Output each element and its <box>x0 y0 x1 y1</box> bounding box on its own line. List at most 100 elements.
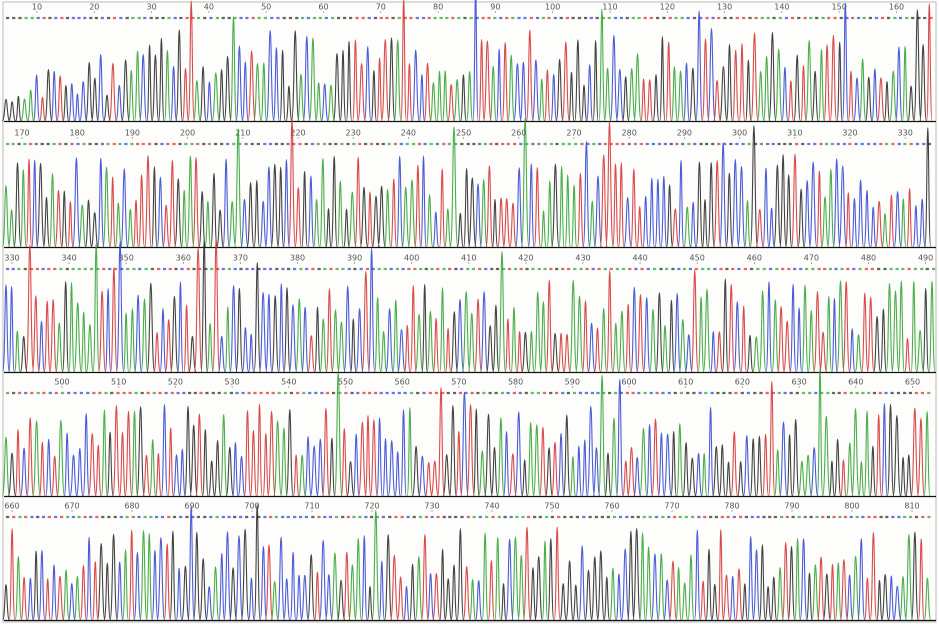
trace-peaks <box>19 240 930 373</box>
position-label: 780 <box>724 502 739 511</box>
position-label: 460 <box>747 254 762 263</box>
position-label: 800 <box>844 502 859 511</box>
trace-peaks <box>13 242 936 373</box>
trace-peaks <box>14 509 932 621</box>
position-label: 40 <box>204 3 214 12</box>
position-label: 330 <box>898 129 913 138</box>
trace-peaks <box>8 526 925 621</box>
trace-row: 500 510 520 530 540 550 560 570 580 590 600 610 620 6… <box>1 367 936 498</box>
position-label: 360 <box>176 254 191 263</box>
position-label: 660 <box>4 502 19 511</box>
position-label: 90 <box>490 3 500 12</box>
position-label: 620 <box>735 378 750 387</box>
trace-peaks <box>13 125 932 248</box>
position-label: 120 <box>660 3 675 12</box>
trace-row: 170 180 190 200 210 220 230 240 250 260 270 280 290 3… <box>1 117 936 249</box>
position-label: 700 <box>244 502 259 511</box>
trace-peaks <box>19 378 888 497</box>
position-label: 150 <box>832 3 847 12</box>
position-label: 60 <box>318 3 328 12</box>
trace-peaks <box>1 367 931 497</box>
position-label: 600 <box>621 378 636 387</box>
position-label: 500 <box>54 378 69 387</box>
trace-peaks <box>38 0 933 122</box>
position-label: 280 <box>622 129 637 138</box>
position-label: 230 <box>346 129 361 138</box>
position-label: 30 <box>147 3 157 12</box>
position-label: 160 <box>889 3 904 12</box>
position-label: 70 <box>376 3 386 12</box>
position-label: 220 <box>290 129 305 138</box>
position-label: 730 <box>424 502 439 511</box>
position-label: 290 <box>677 129 692 138</box>
position-label: 320 <box>842 129 857 138</box>
position-label: 380 <box>290 254 305 263</box>
trace-peaks <box>14 380 925 497</box>
position-label: 530 <box>224 378 239 387</box>
position-label: 510 <box>111 378 126 387</box>
position-label: 760 <box>604 502 619 511</box>
position-label: 100 <box>545 3 560 12</box>
trace-peaks <box>2 503 919 621</box>
trace-peaks <box>26 505 902 621</box>
position-label: 810 <box>904 502 919 511</box>
position-label: 20 <box>89 3 99 12</box>
trace-peaks <box>1 117 907 248</box>
position-label: 250 <box>456 129 471 138</box>
position-label: 190 <box>125 129 140 138</box>
position-label: 420 <box>518 254 533 263</box>
position-label: 260 <box>511 129 526 138</box>
position-label: 270 <box>566 129 581 138</box>
position-label: 770 <box>664 502 679 511</box>
trace-peaks <box>2 241 856 373</box>
position-label: 310 <box>787 129 802 138</box>
trace-peaks <box>1 9 928 122</box>
position-label: 130 <box>717 3 732 12</box>
trace-peaks <box>25 238 911 373</box>
trace-peaks <box>7 403 913 497</box>
position-label: 710 <box>304 502 319 511</box>
position-label: 170 <box>14 129 29 138</box>
position-label: 350 <box>119 254 134 263</box>
position-label: 520 <box>168 378 183 387</box>
position-label: 80 <box>433 3 443 12</box>
position-label: 10 <box>32 3 42 12</box>
position-label: 410 <box>461 254 476 263</box>
position-label: 240 <box>401 129 416 138</box>
position-label: 110 <box>602 3 617 12</box>
trace-peaks <box>25 118 913 248</box>
position-label: 450 <box>690 254 705 263</box>
position-label: 490 <box>918 254 933 263</box>
position-label: 750 <box>544 502 559 511</box>
position-label: 790 <box>784 502 799 511</box>
position-label: 550 <box>338 378 353 387</box>
position-label: 470 <box>804 254 819 263</box>
trace-row: 660 670 680 690 700 710 720 730 740 750 760 770 780 7… <box>2 502 936 622</box>
position-label: 560 <box>395 378 410 387</box>
trace-peaks <box>31 140 926 248</box>
position-label: 670 <box>64 502 79 511</box>
trace-row: 10 20 30 40 50 60 70 80 90 100 110 120 130 140 150 160 <box>1 0 936 123</box>
position-label: 610 <box>678 378 693 387</box>
trace-peaks <box>32 0 903 122</box>
position-label: 370 <box>233 254 248 263</box>
position-label: 720 <box>364 502 379 511</box>
position-label: 740 <box>484 502 499 511</box>
position-label: 440 <box>632 254 647 263</box>
trace-row: 330 340 350 360 370 380 390 400 410 420 430 440 450 4… <box>2 238 936 374</box>
position-label: 200 <box>180 129 195 138</box>
position-label: 590 <box>565 378 580 387</box>
position-label: 50 <box>261 3 271 12</box>
position-label: 630 <box>791 378 806 387</box>
position-label: 570 <box>451 378 466 387</box>
position-label: 390 <box>347 254 362 263</box>
position-label: 140 <box>774 3 789 12</box>
position-label: 400 <box>404 254 419 263</box>
position-label: 340 <box>61 254 76 263</box>
position-label: 640 <box>848 378 863 387</box>
position-label: 650 <box>905 378 920 387</box>
position-label: 540 <box>281 378 296 387</box>
